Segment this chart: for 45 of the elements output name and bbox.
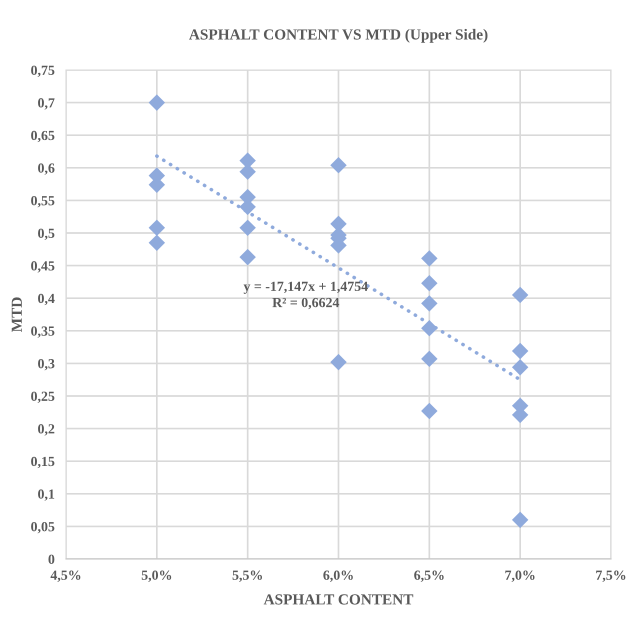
x-tick-label: 5,5% — [232, 570, 262, 582]
y-tick-label: 0,15 — [31, 456, 54, 468]
x-tick-label: 7,0% — [505, 570, 534, 582]
point — [421, 402, 438, 420]
y-tick-label: 0,5 — [38, 228, 54, 240]
point — [330, 156, 347, 174]
x-tick-label: 5,0% — [142, 570, 172, 582]
x-axis-title: ASPHALT CONTENT — [264, 594, 414, 605]
y-tick-label: 0,45 — [31, 261, 54, 273]
x-tick-label: 7,5% — [596, 570, 626, 582]
point — [421, 274, 438, 292]
chart-title: ASPHALT CONTENT VS MTD (Upper Side) — [189, 28, 488, 43]
y-tick-label: 0,1 — [38, 489, 54, 501]
point — [512, 359, 528, 376]
y-tick-label: 0,25 — [31, 392, 54, 403]
y-tick-label: 0,6 — [38, 163, 54, 175]
point — [421, 350, 438, 368]
y-tick-label: 0,35 — [31, 326, 54, 338]
point — [512, 286, 528, 304]
point — [148, 234, 166, 251]
y-axis-title: MTD — [12, 297, 22, 332]
point — [512, 512, 528, 528]
x-tick-label: 4,5% — [50, 570, 80, 582]
point — [239, 220, 256, 236]
y-tick-label: 0,7 — [38, 98, 55, 110]
y-tick-label: 0,55 — [31, 196, 54, 208]
point — [239, 248, 256, 266]
y-tick-label: 0,4 — [38, 294, 55, 306]
point — [512, 342, 528, 360]
y-tick-label: 0,05 — [31, 522, 54, 534]
x-tick-label: 6,5% — [414, 570, 444, 582]
y-tick-label: 0,3 — [38, 358, 54, 370]
y-tick-label: 0,65 — [31, 130, 54, 142]
point — [148, 220, 166, 236]
point — [330, 354, 347, 370]
y-tick-label: 0,75 — [31, 66, 54, 77]
y-tick-label: 0 — [48, 554, 54, 564]
y-tick-label: 0,2 — [38, 424, 54, 436]
point — [421, 295, 438, 312]
point — [421, 320, 438, 336]
annotation: y = -17,147x + 1,4754 — [244, 282, 368, 294]
x-tick-label: 6,0% — [323, 570, 353, 582]
point — [148, 94, 166, 111]
point — [421, 250, 438, 267]
annotation: R² = 0,6624 — [272, 298, 340, 310]
